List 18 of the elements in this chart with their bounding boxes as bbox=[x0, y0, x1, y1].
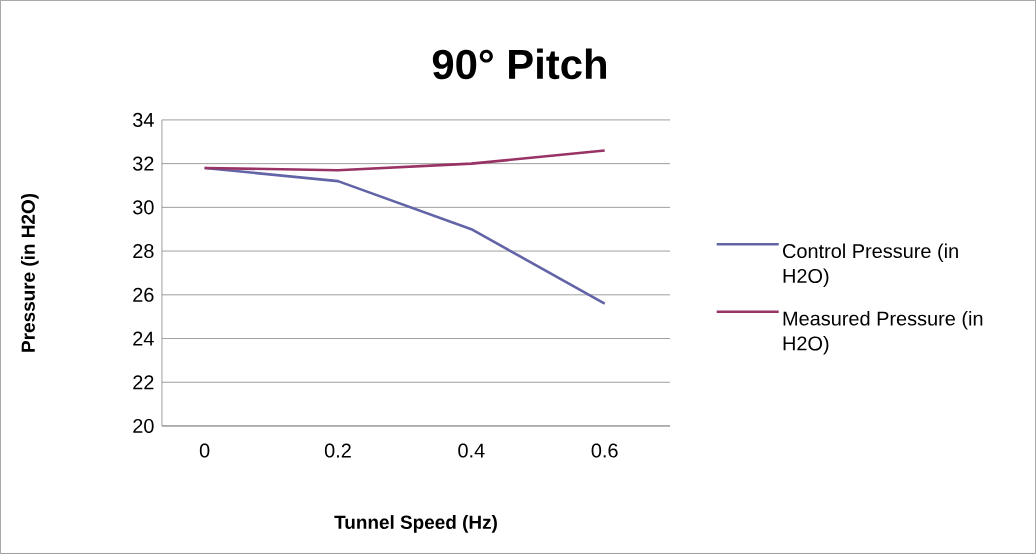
x-axis-title: Tunnel Speed (Hz) bbox=[334, 515, 497, 533]
x-tick-label: 0 bbox=[199, 443, 210, 458]
x-tick-label: 0.4 bbox=[458, 443, 485, 458]
chart-title: 90° Pitch bbox=[432, 48, 606, 80]
x-tick-label: 0.6 bbox=[591, 443, 618, 458]
y-axis-title: Pressure (in H2O) bbox=[21, 193, 39, 352]
y-tick-label: 30 bbox=[133, 200, 154, 215]
y-tick-label: 20 bbox=[133, 418, 154, 434]
y-tick-label: 22 bbox=[133, 375, 154, 390]
line-series bbox=[203, 149, 606, 172]
legend-label: Control Pressure (in H2O) bbox=[783, 243, 958, 287]
legend-label: Measured Pressure (in H2O) bbox=[783, 311, 983, 355]
y-tick-label: 24 bbox=[133, 331, 154, 346]
y-tick-label: 32 bbox=[133, 156, 154, 171]
y-tick-label: 28 bbox=[133, 244, 154, 259]
y-tick-label: 26 bbox=[133, 287, 154, 302]
y-tick-label: 34 bbox=[133, 112, 154, 127]
x-tick-label: 0.2 bbox=[324, 443, 351, 458]
